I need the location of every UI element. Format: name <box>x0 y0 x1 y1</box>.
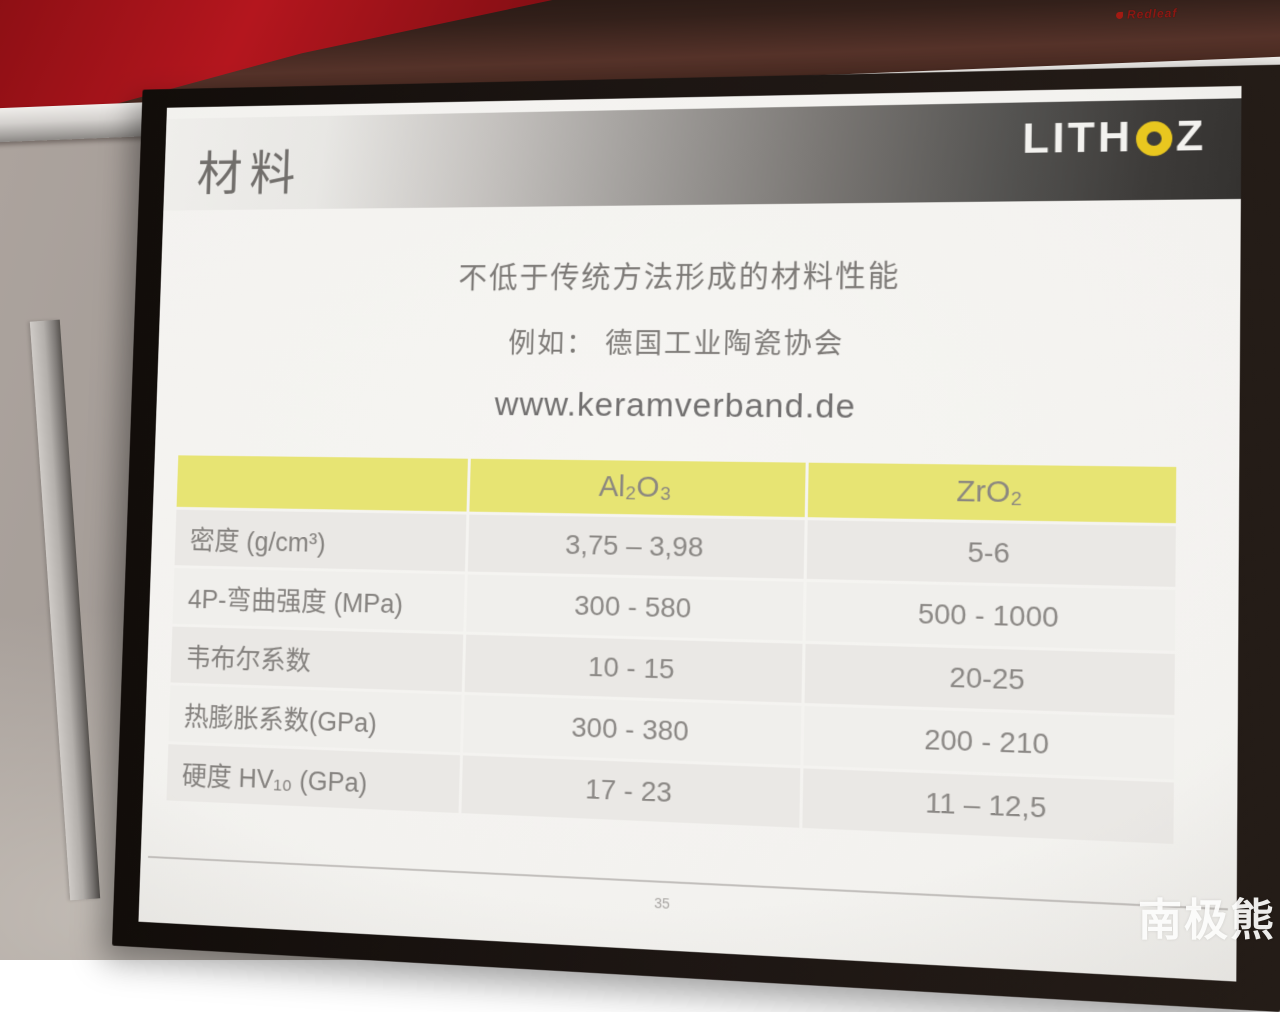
lithoz-logo-o-ring-icon <box>1136 120 1173 156</box>
header-cell-blank <box>176 455 468 512</box>
projector-screen-brand-label: Redleaf <box>1126 5 1178 22</box>
lithoz-logo-suffix: Z <box>1175 111 1207 160</box>
cell-weibull-zro2: 20-25 <box>804 643 1175 715</box>
slide-title: 材料 <box>196 146 304 201</box>
material-properties-table: Al₂O₃ ZrO₂ 密度 (g/cm³) 3,75 – 3,98 5-6 4P… <box>166 455 1177 844</box>
cell-bending-zro2: 500 - 1000 <box>805 581 1176 651</box>
row-label-thermal-expansion: 热膨胀系数(GPa) <box>168 685 462 753</box>
statement-line: 不低于传统方法形成的材料性能 <box>458 259 901 295</box>
example-line: 例如： 德国工业陶瓷协会 <box>508 328 845 360</box>
header-cell-al2o3: Al₂O₃ <box>469 458 806 518</box>
cell-hardness-al2o3: 17 - 23 <box>461 755 801 828</box>
header-cell-zro2: ZrO₂ <box>808 462 1177 524</box>
presentation-slide: 材料 LITH Z 不低于传统方法形成的材料性能 例如： 德国工业陶瓷协会 ww… <box>138 86 1242 982</box>
lithoz-logo: LITH Z <box>1022 111 1207 163</box>
cell-hardness-zro2: 11 – 12,5 <box>802 768 1174 844</box>
cell-density-al2o3: 3,75 – 3,98 <box>467 514 805 579</box>
cell-weibull-al2o3: 10 - 15 <box>464 634 803 703</box>
cell-thermal-al2o3: 300 - 380 <box>462 694 802 766</box>
cell-bending-al2o3: 300 - 580 <box>465 574 804 641</box>
cell-density-zro2: 5-6 <box>806 520 1176 587</box>
website-url: www.keramverband.de <box>494 385 857 426</box>
slide-body: 不低于传统方法形成的材料性能 例如： 德国工业陶瓷协会 www.keramver… <box>143 211 1241 850</box>
cell-thermal-zro2: 200 - 210 <box>803 706 1175 780</box>
projector-screen-brand: Redleaf <box>1115 5 1178 22</box>
photo-watermark: 南极熊 <box>1138 896 1276 945</box>
row-label-hardness: 硬度 HV₁₀ (GPa) <box>166 744 460 813</box>
lithoz-logo-prefix: LITH <box>1022 112 1134 162</box>
redleaf-leaf-icon <box>1115 11 1124 19</box>
slide-page-number: 35 <box>654 894 670 912</box>
row-label-density: 密度 (g/cm³) <box>174 509 467 572</box>
row-label-bending-strength: 4P-弯曲强度 (MPa) <box>172 568 465 632</box>
projection-screen: 材料 LITH Z 不低于传统方法形成的材料性能 例如： 德国工业陶瓷协会 ww… <box>112 64 1280 1012</box>
row-label-weibull: 韦布尔系数 <box>170 626 463 692</box>
